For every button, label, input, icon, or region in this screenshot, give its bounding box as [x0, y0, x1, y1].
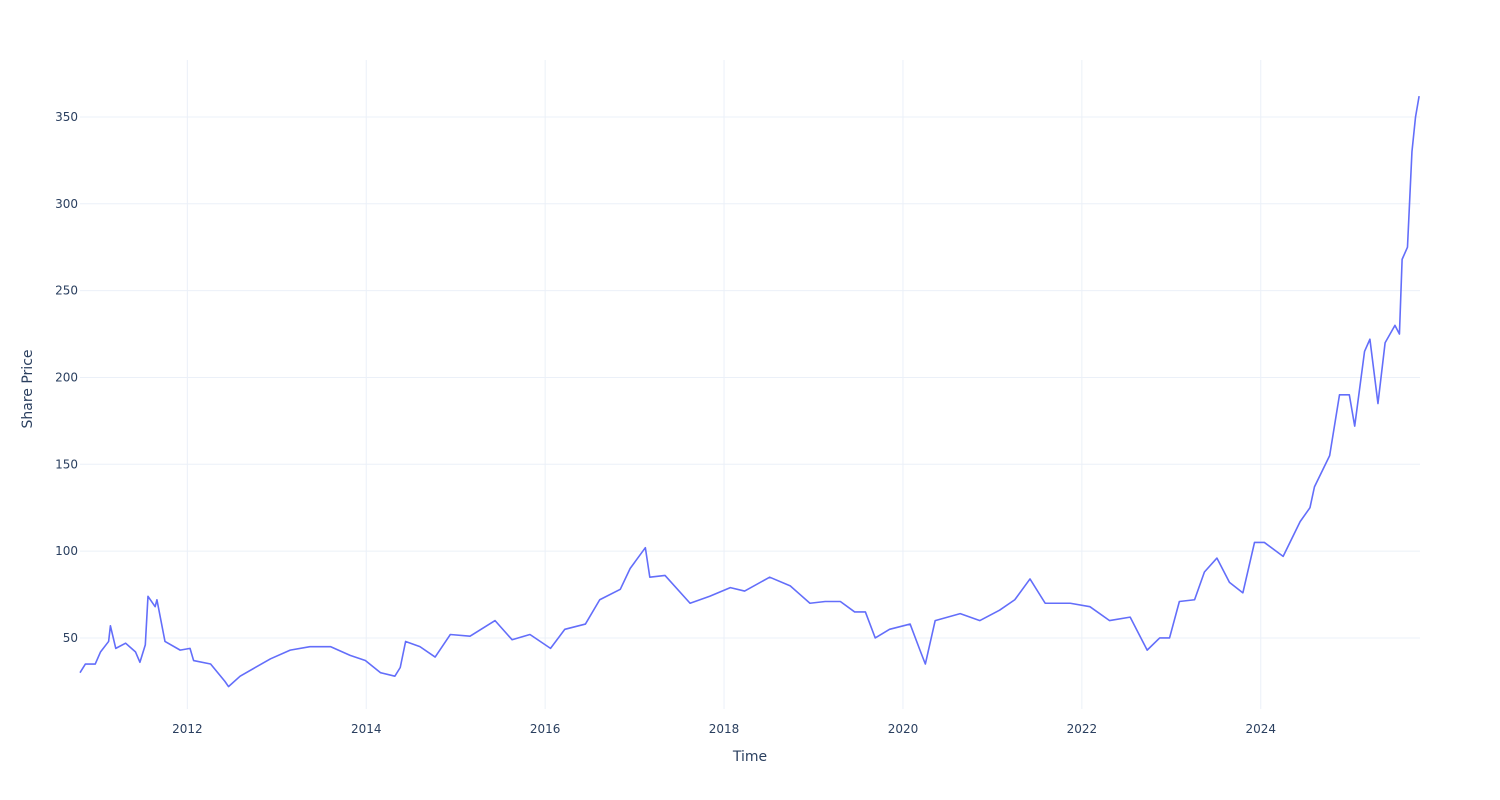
price-line: [79, 95, 1420, 688]
x-tick-label: 2012: [172, 722, 203, 736]
y-tick-label: 250: [55, 284, 78, 298]
y-tick-label: 300: [55, 197, 78, 211]
x-axis-title: Time: [732, 749, 767, 765]
x-tick-label: 2022: [1067, 722, 1098, 736]
y-tick-label: 150: [55, 457, 78, 471]
x-tick-label: 2016: [530, 722, 561, 736]
x-tick-label: 2024: [1246, 722, 1277, 736]
y-axis-title: Share Price: [20, 349, 36, 428]
y-tick-label: 50: [63, 631, 78, 645]
x-tick-label: 2018: [709, 722, 740, 736]
y-tick-label: 100: [55, 544, 78, 558]
y-tick-label: 200: [55, 370, 78, 384]
y-tick-label: 350: [55, 110, 78, 124]
x-tick-label: 2020: [888, 722, 919, 736]
x-tick-label: 2014: [351, 722, 382, 736]
